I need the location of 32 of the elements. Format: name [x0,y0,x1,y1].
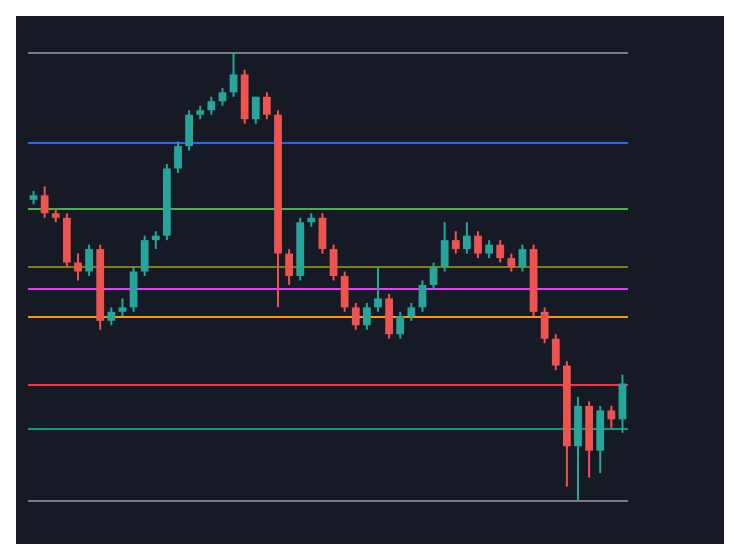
candlestick [596,404,605,475]
candlestick [496,239,505,264]
candlestick [374,266,382,313]
candlestick [518,243,527,273]
candlestick [440,221,449,273]
candlestick [363,301,371,331]
candlestick [285,248,293,286]
candlestick [396,310,405,340]
candlestick [74,252,82,282]
candlestick [540,306,549,345]
candlestick [40,185,49,219]
candlestick [551,333,560,372]
candlestick [229,51,238,98]
candlestick [340,270,349,313]
candlestick [451,230,460,255]
candlestick [85,243,93,277]
candlestick [174,140,182,174]
candlestick [385,292,393,340]
candlestick [607,404,616,430]
candlestick [263,91,271,121]
candlestick [351,301,360,331]
candlestick [251,95,260,125]
candlestick [329,243,338,282]
candlestick [574,395,582,501]
candlestick [474,230,482,260]
candlestick [463,221,471,255]
candlestick [585,400,593,479]
candlestick [240,68,249,125]
candlestick [185,109,193,152]
candlestick [63,212,71,269]
candlestick [429,261,438,291]
candlestick [140,234,149,277]
